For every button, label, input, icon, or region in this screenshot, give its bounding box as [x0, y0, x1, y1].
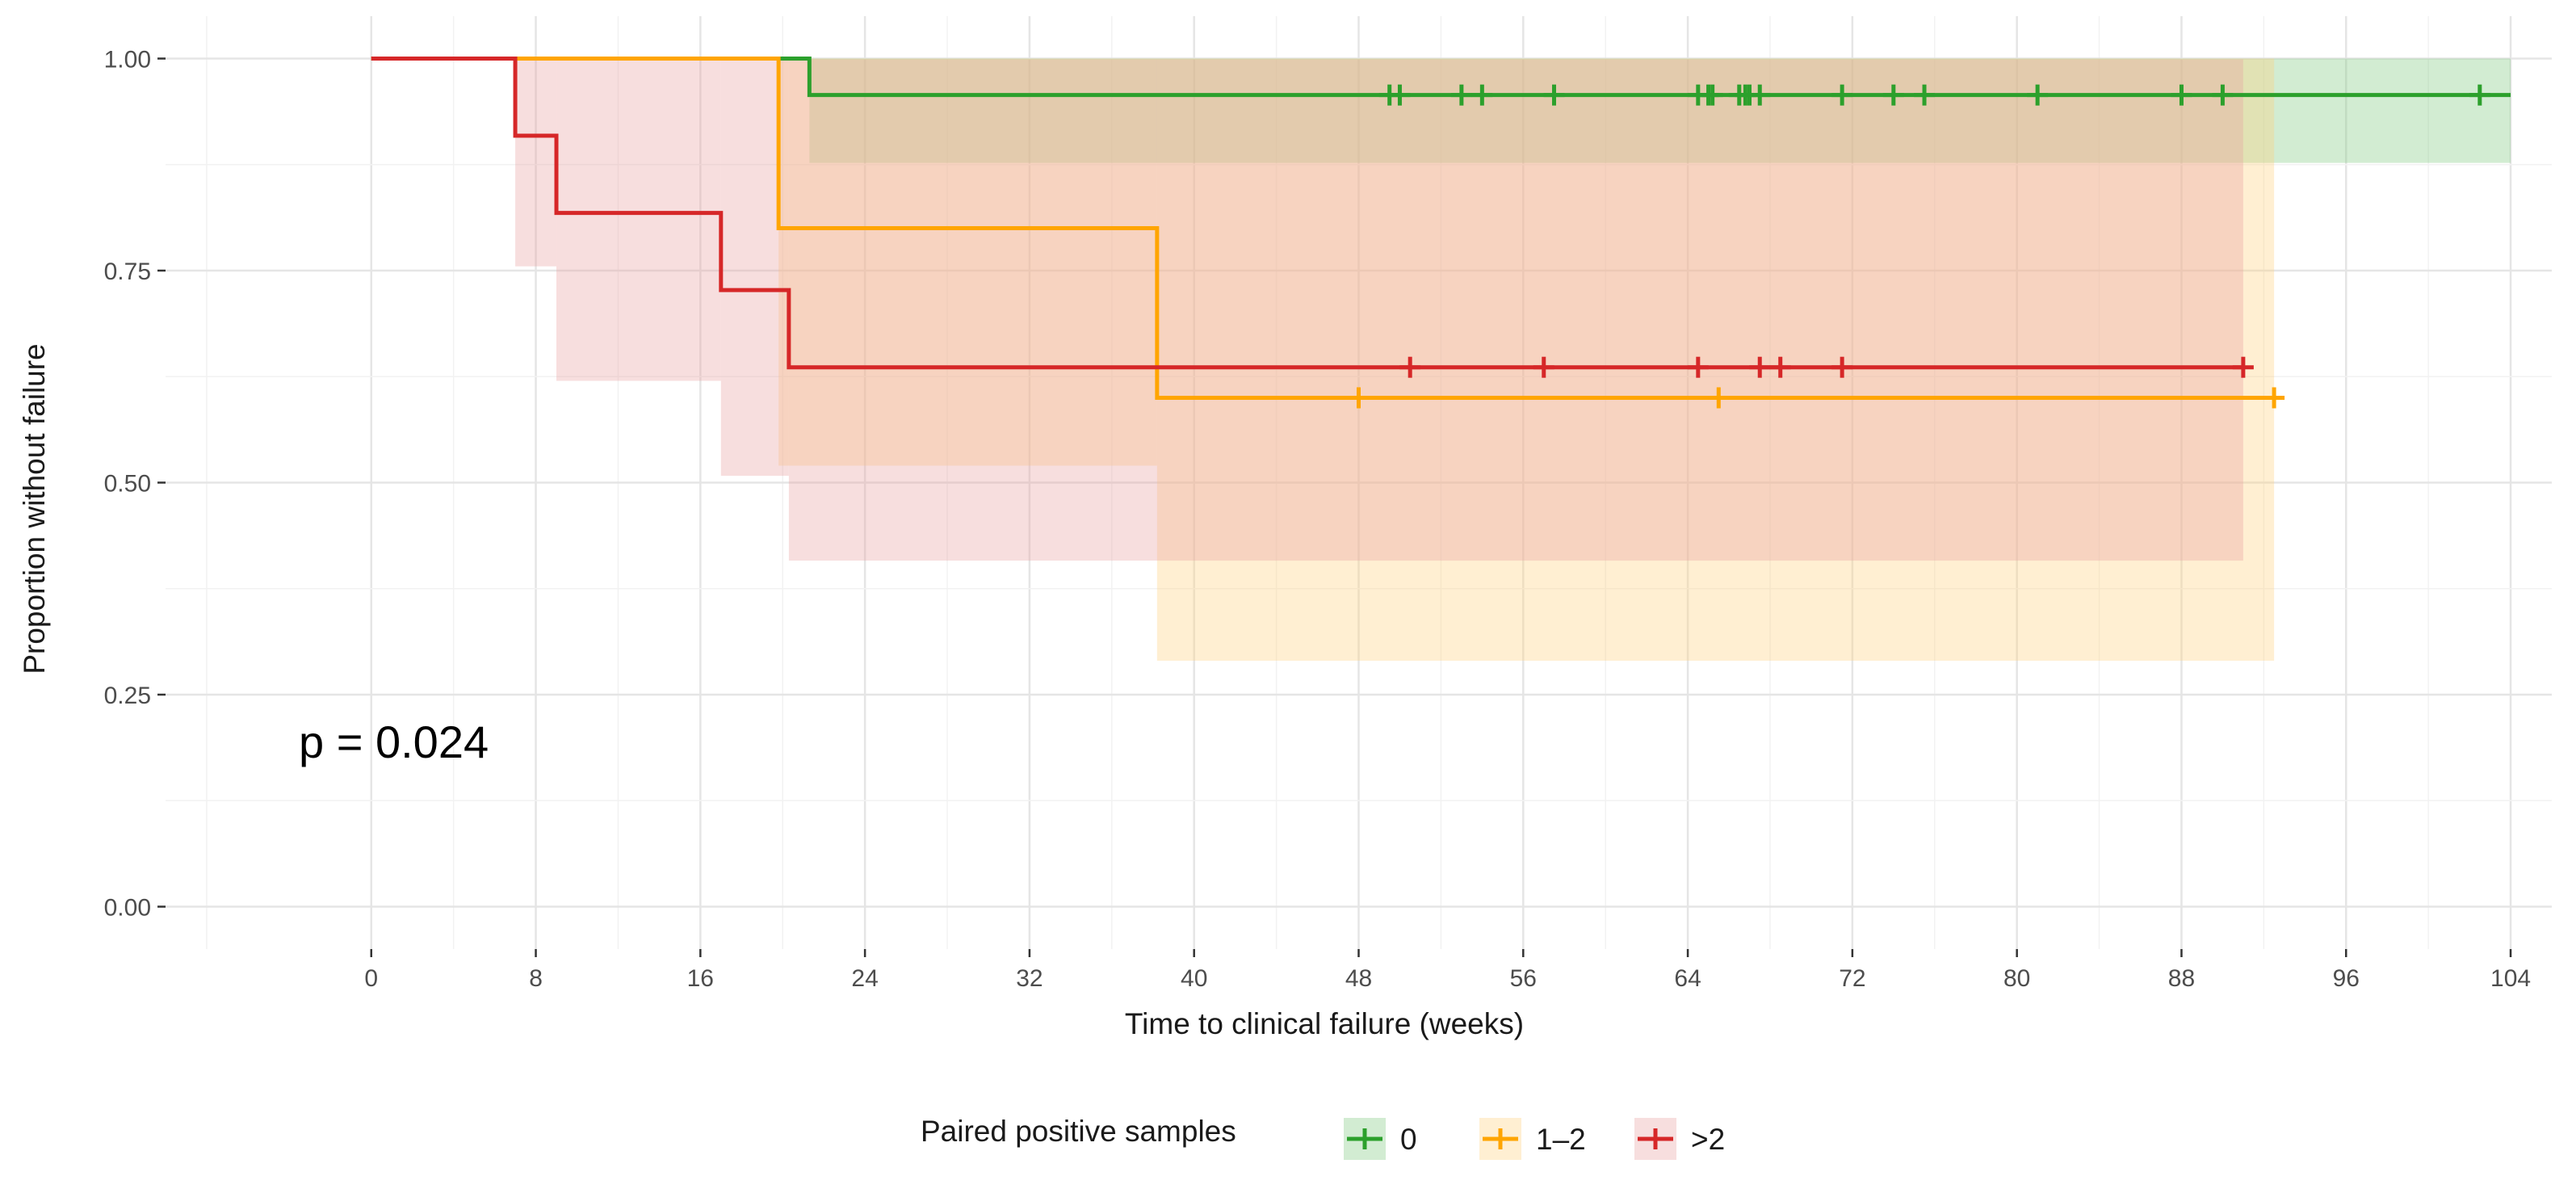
censor-mark-0: [2171, 84, 2192, 106]
x-tick-label: 64: [1674, 965, 1701, 992]
survival-line-1–2: [371, 57, 2275, 400]
legend-item-1–2: 1–2: [1479, 1118, 1586, 1160]
censor-mark-1–2: [1708, 387, 1730, 409]
y-tick-label: 0.75: [104, 258, 151, 285]
x-tick-label: 48: [1345, 965, 1372, 992]
x-tick-label: 88: [2168, 965, 2195, 992]
x-tick-label: 40: [1181, 965, 1207, 992]
survival-line->2: [371, 57, 2243, 370]
censor-mark-0: [1450, 84, 1472, 106]
confidence-bands: [515, 58, 2511, 661]
censor-mark->2: [1533, 356, 1554, 378]
censor-mark-1–2: [1348, 387, 1370, 409]
censor-mark-0: [2212, 84, 2234, 106]
censor-mark->2: [2232, 356, 2254, 378]
legend-item->2: >2: [1634, 1118, 1725, 1160]
ci-band->2: [556, 58, 721, 381]
censor-mark-0: [1914, 84, 1936, 106]
ci-band-1–2: [778, 58, 1157, 466]
censor-mark-0: [2469, 84, 2490, 106]
x-tick-label: 96: [2333, 965, 2360, 992]
x-tick-label: 16: [687, 965, 714, 992]
x-tick-label: 0: [364, 965, 378, 992]
x-tick-label: 8: [529, 965, 543, 992]
censor-mark->2: [1399, 356, 1421, 378]
ci-band->2: [788, 59, 1157, 561]
ci-band-1–2: [1156, 58, 2275, 661]
censor-mark-0: [1749, 84, 1771, 106]
censor-mark->2: [1831, 356, 1853, 378]
legend-label: >2: [1691, 1123, 1725, 1156]
survival-curves: [371, 57, 2511, 400]
censor-mark-0: [2027, 84, 2049, 106]
x-tick-label: 24: [851, 965, 878, 992]
y-tick-label: 1.00: [104, 47, 151, 74]
legend-keys: 0 1–2 >2: [1344, 1118, 1725, 1160]
grid: [166, 16, 2552, 949]
x-tick-label: 72: [1839, 965, 1865, 992]
censor-mark->2: [1749, 356, 1771, 378]
y-axis-title: Proportion without failure: [18, 343, 51, 674]
p-value-annotation: p = 0.024: [299, 716, 489, 767]
ci-band->2: [515, 58, 557, 267]
y-tick-label: 0.00: [104, 895, 151, 922]
x-tick-label: 104: [2490, 965, 2531, 992]
legend-title: Paired positive samples: [921, 1115, 1236, 1148]
legend-label: 0: [1400, 1123, 1417, 1156]
censor-mark-1–2: [2263, 387, 2285, 409]
censor-marks: [1348, 84, 2490, 409]
censor-mark-0: [1389, 84, 1411, 106]
axes: 0 8 16 24 32 40 48 56 64 72 80 88 96 104 0.00 0.25 0.50 0…: [104, 47, 2531, 993]
censor-mark-0: [1543, 84, 1565, 106]
censor-mark-0: [1701, 84, 1723, 106]
legend-label: 1–2: [1536, 1123, 1586, 1156]
legend-item-0: 0: [1344, 1118, 1417, 1160]
legend: Paired positive samples 0 1–2 >2: [921, 1115, 1725, 1160]
censor-mark->2: [1687, 356, 1709, 378]
y-tick-label: 0.50: [104, 471, 151, 498]
censor-mark-0: [1882, 84, 1904, 106]
y-tick-label: 0.25: [104, 683, 151, 709]
x-tick-label: 80: [2003, 965, 2030, 992]
x-tick-label: 56: [1510, 965, 1537, 992]
x-axis-title: Time to clinical failure (weeks): [1125, 1007, 1524, 1040]
x-tick-label: 32: [1016, 965, 1043, 992]
ci-band->2: [1156, 59, 2243, 561]
censor-mark->2: [1769, 356, 1791, 378]
censor-mark-0: [1471, 84, 1493, 106]
censor-mark-0: [1831, 84, 1853, 106]
ci-band-0: [809, 58, 2511, 163]
